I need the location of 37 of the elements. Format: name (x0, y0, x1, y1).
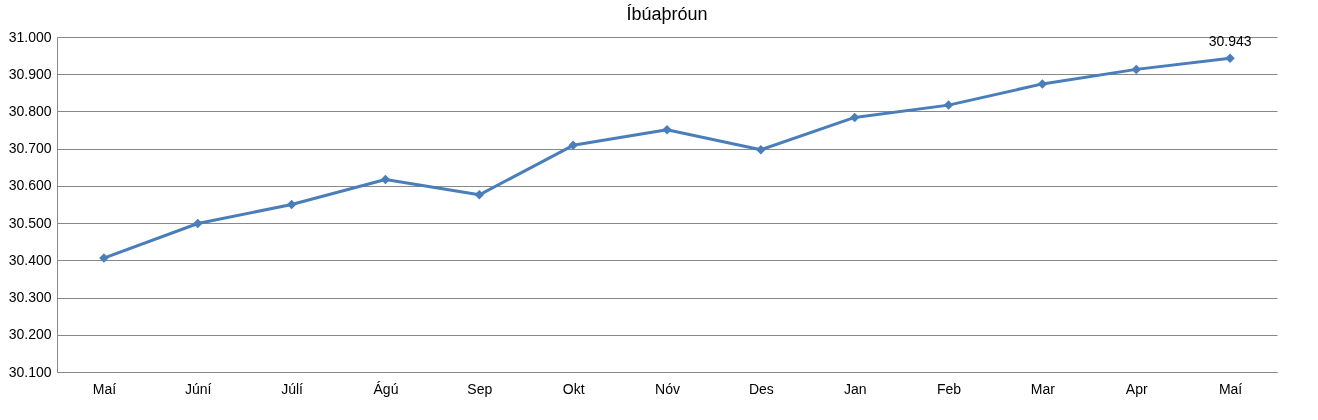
x-tick-label: Des (748, 380, 774, 397)
point (286, 199, 297, 210)
y-tick-label: 30.700 (8, 140, 52, 157)
y-tick-label: 30.600 (8, 177, 52, 194)
x-tick-label: Okt (562, 380, 585, 397)
y-tick-label: 31.000 (8, 28, 52, 45)
y-tick-label: 30.900 (8, 65, 52, 82)
x-tick-label: Maí (92, 380, 117, 397)
point (943, 100, 954, 110)
point (1225, 53, 1235, 63)
x-tick-label: Júní (185, 380, 212, 397)
y-tick-label: 30.800 (8, 102, 52, 119)
y-tick-label: 30.100 (8, 363, 52, 380)
x-tick-label: Jan (843, 380, 867, 397)
y-tick-label: 30.400 (8, 251, 52, 268)
point (474, 190, 485, 200)
x-tick-label: Sep (467, 380, 493, 397)
point (756, 145, 766, 155)
x-tick-label: Maí (1218, 380, 1243, 397)
point (568, 140, 578, 151)
point (193, 218, 203, 229)
point (1037, 79, 1048, 89)
point (849, 112, 860, 123)
point (1131, 64, 1141, 75)
point (662, 124, 672, 135)
x-tick-label: Apr (1125, 380, 1148, 397)
y-tick-label: 30.200 (8, 326, 52, 343)
data-label: 30.943 (1208, 33, 1252, 50)
point (380, 174, 391, 185)
x-tick-label: Ágú (373, 380, 399, 397)
y-tick-label: 30.300 (8, 289, 52, 306)
x-tick-label: Júlí (281, 380, 304, 397)
x-tick-label: Nóv (655, 380, 680, 397)
x-tick-label: Mar (1030, 380, 1056, 397)
chart-title: Íbúaþróun (626, 4, 708, 24)
x-tick-label: Feb (936, 380, 962, 397)
y-tick-label: 30.500 (8, 214, 52, 231)
